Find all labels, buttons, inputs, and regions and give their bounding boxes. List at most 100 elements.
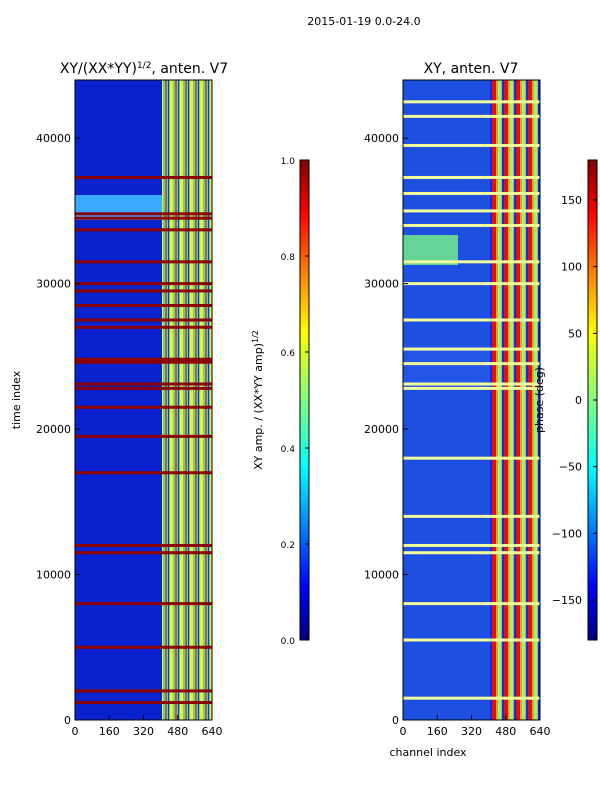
left-flagged-row — [75, 303, 212, 307]
right-flagged-row — [403, 100, 540, 104]
left-x-tick-label: 0 — [72, 725, 79, 738]
right-flagged-row — [403, 551, 540, 555]
left-panel: XY/(XX*YY)1/2, anten. V7 0 160 320 480 640 0… — [10, 61, 228, 738]
right-colorbar-tick-label: 50 — [568, 327, 582, 340]
left-heatmap-bright-band — [162, 80, 212, 720]
left-heatmap-cyan-block — [75, 195, 163, 220]
right-y-tick-label: 40000 — [364, 132, 399, 145]
left-y-tick-label: 40000 — [36, 132, 71, 145]
right-x-tick-label: 0 — [400, 725, 407, 738]
left-flagged-row — [75, 543, 212, 547]
right-flagged-row — [403, 382, 540, 386]
right-flagged-row — [403, 602, 540, 606]
left-flagged-row — [75, 212, 212, 216]
right-colorbar-tick-label: −50 — [559, 461, 582, 474]
left-flagged-row — [75, 282, 212, 286]
right-colorbar: 150 100 50 0 −50 −100 −150 phase (deg) — [533, 159, 598, 641]
left-flagged-row — [75, 689, 212, 693]
left-flagged-row — [75, 471, 212, 475]
left-flagged-row — [75, 325, 212, 329]
left-flagged-row — [75, 386, 212, 390]
right-x-tick-label: 320 — [461, 725, 482, 738]
right-flagged-row — [403, 282, 540, 286]
right-y-tick-label: 0 — [392, 714, 399, 727]
left-y-label: time index — [10, 370, 23, 429]
left-colorbar-gradient — [299, 159, 310, 641]
right-x-axis: 0 160 320 480 640 — [400, 715, 551, 738]
right-colorbar-tick-label: −150 — [552, 594, 582, 607]
right-x-tick-label: 480 — [495, 725, 516, 738]
right-flagged-row — [403, 347, 540, 351]
left-y-tick-label: 20000 — [36, 423, 71, 436]
right-x-label: channel index — [389, 746, 467, 759]
right-flagged-row — [403, 543, 540, 547]
figure-suptitle: 2015-01-19 0.0-24.0 — [307, 15, 420, 28]
right-flagged-row — [403, 386, 540, 390]
left-flagged-row — [75, 434, 212, 438]
right-flagged-row — [403, 209, 540, 213]
left-flagged-row — [75, 260, 212, 264]
left-colorbar: 0.0 0.2 0.4 0.6 0.8 1.0 XY amp. / (XX*YY amp)… — [251, 157, 310, 647]
left-y-tick-label: 30000 — [36, 278, 71, 291]
right-flagged-row — [403, 696, 540, 700]
right-flagged-row — [403, 318, 540, 322]
left-colorbar-tick-label: 1.0 — [281, 157, 296, 167]
left-colorbar-tick-label: 0.4 — [281, 445, 296, 455]
right-y-tick-label: 20000 — [364, 423, 399, 436]
left-flagged-row — [75, 318, 212, 322]
right-flagged-row — [403, 223, 540, 227]
right-flagged-row — [403, 260, 540, 264]
right-heatmap-green-block — [403, 235, 458, 265]
right-flagged-row — [403, 143, 540, 147]
right-colorbar-tick-label: −100 — [552, 527, 582, 540]
right-y-tick-label: 10000 — [364, 569, 399, 582]
left-flagged-row — [75, 551, 212, 555]
right-y-tick-label: 30000 — [364, 278, 399, 291]
right-flagged-row — [403, 456, 540, 460]
left-flagged-row — [75, 602, 212, 606]
left-flagged-row — [75, 289, 212, 293]
right-colorbar-tick-label: 0 — [575, 394, 582, 407]
left-x-tick-label: 160 — [99, 725, 120, 738]
right-colorbar-tick-label: 150 — [561, 194, 582, 207]
right-panel: XY, anten. V7 0 160 320 480 640 0 10000 20000 3… — [364, 61, 551, 759]
right-flagged-row — [403, 191, 540, 195]
left-panel-title: XY/(XX*YY)1/2, anten. V7 — [60, 61, 228, 77]
left-colorbar-tick-label: 0.0 — [281, 637, 296, 647]
left-flagged-row — [75, 216, 212, 220]
right-y-axis: 0 10000 20000 30000 40000 — [364, 132, 408, 727]
left-x-tick-label: 480 — [167, 725, 188, 738]
left-colorbar-tick-label: 0.2 — [281, 541, 295, 551]
left-colorbar-ticks: 0.0 0.2 0.4 0.6 0.8 1.0 — [281, 157, 309, 647]
right-colorbar-label: phase (deg) — [533, 367, 546, 433]
right-flagged-row — [403, 175, 540, 179]
right-colorbar-ticks: 150 100 50 0 −50 −100 −150 — [552, 194, 597, 607]
left-colorbar-tick-label: 0.6 — [281, 349, 296, 359]
right-panel-title: XY, anten. V7 — [424, 61, 519, 77]
left-x-tick-label: 320 — [133, 725, 154, 738]
right-flagged-row — [403, 638, 540, 642]
right-colorbar-tick-label: 100 — [561, 261, 582, 274]
left-flagged-row — [75, 645, 212, 649]
left-y-tick-label: 10000 — [36, 569, 71, 582]
left-y-tick-label: 0 — [64, 714, 71, 727]
left-y-axis: 0 10000 20000 30000 40000 — [36, 132, 80, 727]
left-x-axis: 0 160 320 480 640 — [72, 715, 223, 738]
left-x-tick-label: 640 — [202, 725, 223, 738]
left-flagged-rows — [75, 175, 212, 705]
right-flagged-row — [403, 514, 540, 518]
left-colorbar-label: XY amp. / (XX*YY amp)1/2 — [251, 330, 265, 470]
left-flagged-row — [75, 701, 212, 705]
right-flagged-row — [403, 362, 540, 366]
right-x-tick-label: 160 — [427, 725, 448, 738]
right-flagged-rows — [403, 100, 540, 700]
right-flagged-row — [403, 114, 540, 118]
left-flagged-row — [75, 405, 212, 409]
left-flagged-row — [75, 360, 212, 364]
left-flagged-row — [75, 357, 212, 361]
right-heatmap-bright-band — [490, 80, 540, 720]
left-flagged-row — [75, 228, 212, 232]
left-flagged-row — [75, 175, 212, 179]
left-flagged-row — [75, 382, 212, 386]
